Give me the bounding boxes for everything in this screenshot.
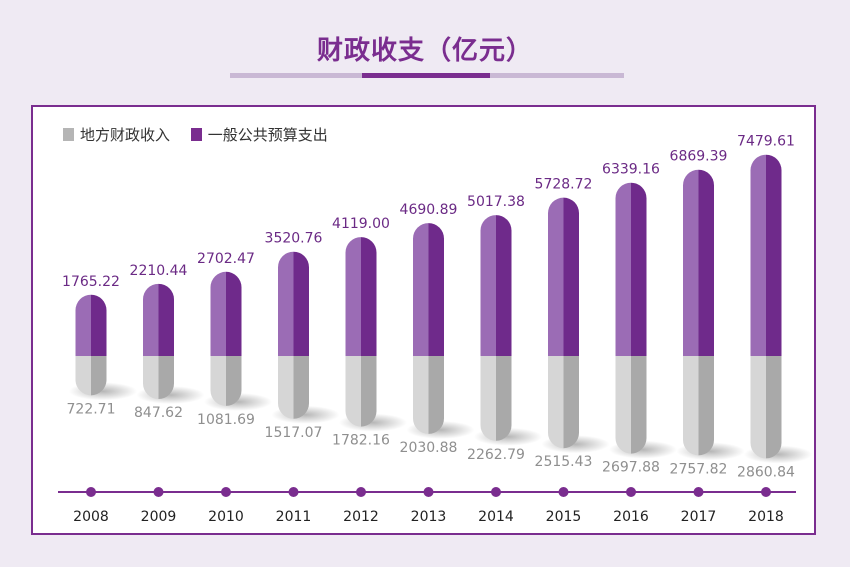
timeline-dot bbox=[86, 487, 96, 497]
year-label: 2013 bbox=[411, 509, 447, 525]
expenditure-bar-2016 bbox=[615, 182, 647, 356]
timeline-dot bbox=[153, 487, 164, 497]
timeline-dot bbox=[356, 487, 366, 497]
timeline-dot bbox=[761, 487, 771, 497]
year-label: 2008 bbox=[73, 509, 109, 525]
income-value-label: 1782.16 bbox=[332, 433, 390, 449]
timeline-dot bbox=[288, 487, 299, 497]
timeline-dot bbox=[693, 487, 704, 497]
income-bar-2016 bbox=[615, 356, 647, 454]
expenditure-value-label: 2702.47 bbox=[197, 251, 255, 267]
expenditure-value-label: 3520.76 bbox=[265, 231, 323, 247]
timeline-dot bbox=[491, 487, 501, 497]
year-label: 2015 bbox=[546, 509, 582, 525]
income-bar-2017 bbox=[683, 356, 714, 456]
income-value-label: 2757.82 bbox=[670, 461, 728, 477]
income-bar-2011 bbox=[278, 356, 309, 419]
year-label: 2018 bbox=[748, 509, 784, 525]
income-bar-2013 bbox=[413, 356, 444, 434]
expenditure-bar-2017 bbox=[683, 169, 714, 356]
expenditure-bar-2010 bbox=[210, 271, 242, 356]
legend: 地方财政收入 一般公共预算支出 bbox=[63, 124, 344, 145]
year-label: 2010 bbox=[208, 509, 244, 525]
expenditure-value-label: 6869.39 bbox=[670, 149, 728, 165]
expenditure-value-label: 5017.38 bbox=[467, 194, 525, 210]
timeline-dot bbox=[626, 487, 636, 497]
income-value-label: 1081.69 bbox=[197, 412, 255, 428]
expenditure-value-label: 2210.44 bbox=[130, 263, 188, 279]
income-bar-2009 bbox=[143, 356, 174, 400]
year-label: 2016 bbox=[613, 509, 649, 525]
title-underline-accent bbox=[362, 73, 490, 78]
income-value-label: 722.71 bbox=[67, 401, 116, 417]
legend-item-expenditure: 一般公共预算支出 bbox=[190, 124, 328, 145]
year-label: 2011 bbox=[276, 509, 312, 525]
income-value-label: 2697.88 bbox=[602, 460, 660, 476]
legend-swatch-gray bbox=[63, 128, 74, 141]
income-bar-2008 bbox=[75, 356, 107, 396]
legend-swatch-purple bbox=[190, 128, 202, 141]
expenditure-bar-2009 bbox=[143, 283, 174, 356]
income-bar-2010 bbox=[210, 356, 242, 406]
expenditure-bar-2014 bbox=[480, 215, 512, 356]
expenditure-value-label: 4119.00 bbox=[332, 216, 390, 232]
expenditure-bar-2013 bbox=[413, 223, 444, 356]
income-value-label: 2860.84 bbox=[737, 464, 795, 480]
expenditure-value-label: 5728.72 bbox=[535, 177, 593, 193]
year-label: 2017 bbox=[681, 509, 717, 525]
timeline-dot bbox=[558, 487, 569, 497]
income-value-label: 1517.07 bbox=[265, 425, 323, 441]
year-label: 2009 bbox=[141, 509, 177, 525]
income-value-label: 2262.79 bbox=[467, 447, 525, 463]
year-label: 2012 bbox=[343, 509, 379, 525]
legend-label-expenditure: 一般公共预算支出 bbox=[207, 126, 328, 144]
year-label: 2014 bbox=[478, 509, 514, 525]
income-value-label: 2030.88 bbox=[400, 440, 458, 456]
income-bar-2018 bbox=[750, 356, 782, 459]
expenditure-value-label: 4690.89 bbox=[400, 202, 458, 218]
legend-item-income: 地方财政收入 bbox=[63, 124, 170, 145]
timeline-dot bbox=[423, 487, 434, 497]
expenditure-bar-2008 bbox=[75, 294, 107, 356]
legend-label-income: 地方财政收入 bbox=[80, 126, 171, 144]
chart-title: 财政收支（亿元） bbox=[316, 36, 533, 66]
expenditure-value-label: 1765.22 bbox=[62, 274, 120, 290]
income-value-label: 2515.43 bbox=[535, 454, 593, 470]
income-bar-2014 bbox=[480, 356, 512, 441]
income-bar-2012 bbox=[345, 356, 377, 427]
timeline-dot bbox=[221, 487, 231, 497]
income-bar-2015 bbox=[548, 356, 579, 449]
expenditure-bar-2012 bbox=[345, 237, 377, 356]
income-value-label: 847.62 bbox=[134, 405, 183, 421]
expenditure-bar-2015 bbox=[548, 197, 579, 356]
expenditure-bar-2011 bbox=[278, 251, 309, 356]
expenditure-bar-2018 bbox=[750, 154, 782, 356]
expenditure-value-label: 7479.61 bbox=[737, 134, 795, 150]
expenditure-value-label: 6339.16 bbox=[602, 162, 660, 178]
